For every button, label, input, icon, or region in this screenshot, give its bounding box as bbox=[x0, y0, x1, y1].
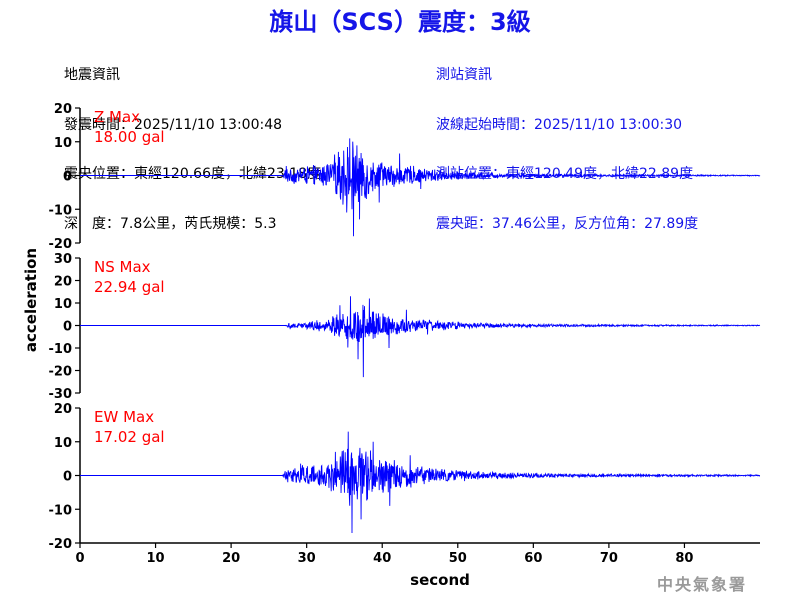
x-tick-label: 80 bbox=[675, 551, 693, 566]
x-tick-label: 70 bbox=[600, 551, 618, 566]
x-tick-label: 40 bbox=[373, 551, 391, 566]
z-y-tick-label: 0 bbox=[63, 170, 72, 185]
ns-max-label: NS Max bbox=[94, 258, 151, 276]
x-axis-title: second bbox=[410, 571, 470, 589]
x-tick-label: 0 bbox=[75, 551, 84, 566]
z-y-tick-label: 20 bbox=[54, 102, 72, 117]
ns-trace-line bbox=[80, 296, 761, 378]
ew-y-tick-label: 0 bbox=[63, 470, 72, 485]
x-tick-label: 10 bbox=[147, 551, 165, 566]
x-tick-label: 50 bbox=[449, 551, 467, 566]
ew-max-label: EW Max bbox=[94, 408, 154, 426]
ew-y-tick-label: 20 bbox=[54, 402, 72, 417]
epicenter-text: 震央位置：東經120.66度，北緯23.18度 bbox=[64, 166, 322, 182]
ew-max-value: 17.02 gal bbox=[94, 428, 165, 446]
earthquake-info-heading: 地震資訊 bbox=[64, 67, 120, 83]
ew-y-tick-label: -20 bbox=[49, 537, 73, 552]
ns-y-tick-label: 0 bbox=[63, 320, 72, 335]
z-trace-line bbox=[80, 138, 761, 237]
ew-y-tick-label: -10 bbox=[49, 503, 73, 518]
x-tick-label: 20 bbox=[222, 551, 240, 566]
z-y-tick-label: 10 bbox=[54, 136, 72, 151]
x-tick-label: 30 bbox=[298, 551, 316, 566]
y-axis-title: acceleration bbox=[22, 248, 40, 352]
ns-max-value: 22.94 gal bbox=[94, 278, 165, 296]
earthquake-info-block: 地震資訊 發震時間：2025/11/10 13:00:48 震央位置：東經120… bbox=[64, 34, 321, 265]
watermark-text: 中央氣象署 bbox=[657, 575, 748, 594]
z-max-value: 18.00 gal bbox=[94, 128, 165, 146]
x-tick-label: 60 bbox=[524, 551, 542, 566]
z-y-tick-label: -10 bbox=[49, 203, 73, 218]
page-title: 旗山（SCS）震度：3級 bbox=[269, 8, 531, 36]
ns-y-tick-label: -10 bbox=[49, 342, 73, 357]
z-y-tick-label: -20 bbox=[49, 237, 73, 252]
ew-trace-line bbox=[80, 431, 761, 533]
ns-y-tick-label: -30 bbox=[49, 387, 73, 402]
z-max-label: Z Max bbox=[94, 108, 140, 126]
ns-y-tick-label: 30 bbox=[54, 252, 72, 267]
depth-magnitude-text: 深 度：7.8公里，芮氏規模：5.3 bbox=[64, 215, 277, 232]
ns-y-tick-label: 20 bbox=[54, 275, 72, 290]
ns-y-tick-label: -20 bbox=[49, 365, 73, 380]
ew-y-tick-label: 10 bbox=[54, 436, 72, 451]
wave-start-text: 波線起始時間：2025/11/10 13:00:30 bbox=[436, 116, 683, 133]
station-info-heading: 測站資訊 bbox=[436, 67, 492, 83]
ns-y-tick-label: 10 bbox=[54, 297, 72, 312]
origin-time-text: 發震時間：2025/11/10 13:00:48 bbox=[64, 116, 283, 133]
distance-azimuth-text: 震央距：37.46公里，反方位角：27.89度 bbox=[436, 215, 699, 232]
